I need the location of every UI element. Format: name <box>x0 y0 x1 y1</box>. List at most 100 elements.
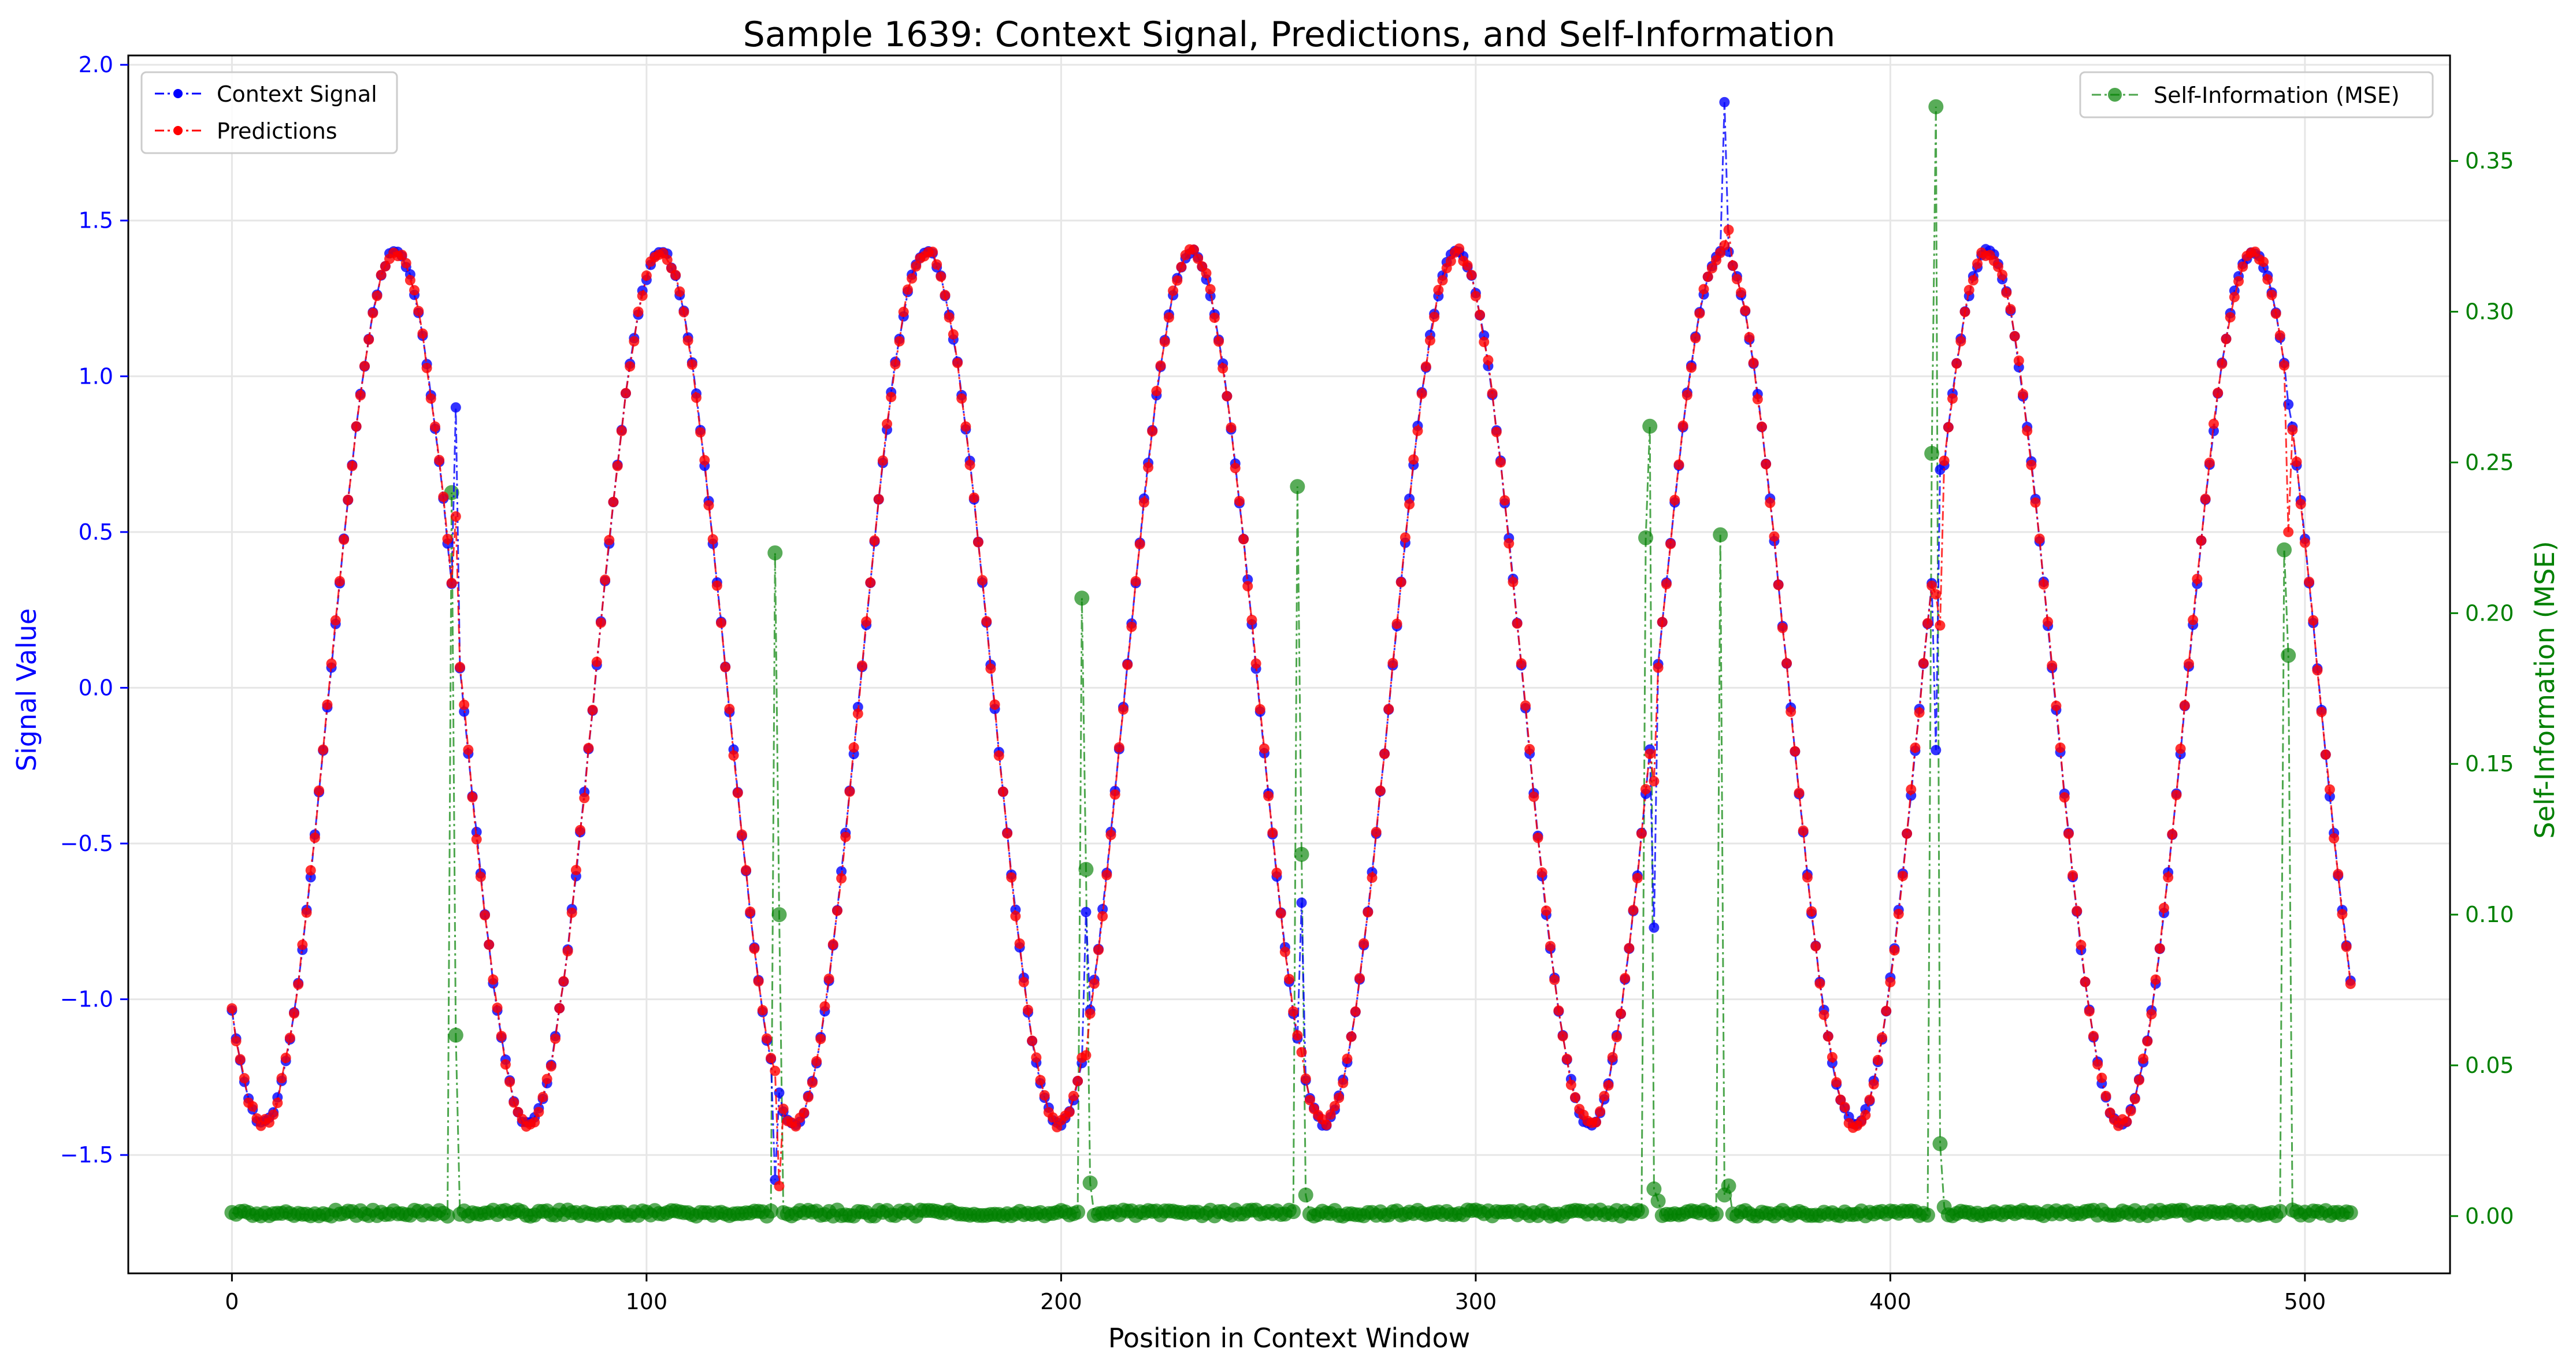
predictions-point <box>1395 577 1406 588</box>
predictions-point <box>1669 495 1680 506</box>
predictions-point <box>882 418 893 429</box>
predictions-point <box>856 660 867 671</box>
predictions-point <box>1794 787 1805 798</box>
predictions-point <box>2188 615 2199 626</box>
predictions-point <box>1346 1031 1357 1042</box>
predictions-point <box>898 306 909 317</box>
predictions-point <box>1731 274 1742 285</box>
context-signal-point <box>1081 906 1092 917</box>
predictions-point <box>778 1104 789 1114</box>
predictions-point <box>1536 867 1547 878</box>
predictions-point <box>2208 418 2219 429</box>
predictions-point <box>2092 1059 2103 1070</box>
predictions-point <box>492 1002 503 1013</box>
y-tick-label: −1.0 <box>60 987 113 1012</box>
predictions-point <box>1761 459 1772 470</box>
predictions-point <box>533 1106 544 1117</box>
predictions-point <box>1462 260 1473 271</box>
predictions-point <box>1325 1109 1336 1120</box>
predictions-point <box>1475 309 1486 320</box>
predictions-point <box>1864 1094 1875 1105</box>
predictions-point <box>1035 1075 1046 1086</box>
predictions-point <box>1918 657 1929 668</box>
predictions-point <box>1773 579 1784 590</box>
predictions-point <box>1230 463 1241 474</box>
context-signal-point <box>450 402 461 413</box>
predictions-point <box>1690 333 1701 344</box>
mse-point <box>2343 1205 2358 1220</box>
predictions-point <box>2038 579 2049 590</box>
predictions-point <box>1358 938 1369 949</box>
predictions-point <box>363 334 374 345</box>
predictions-point <box>368 307 378 318</box>
predictions-point <box>1827 1052 1838 1062</box>
legend-marker-context <box>173 89 183 98</box>
predictions-point <box>682 335 693 346</box>
x-tick-label: 400 <box>1869 1289 1911 1314</box>
predictions-point <box>591 656 602 667</box>
predictions-point <box>1508 577 1519 588</box>
predictions-point <box>711 580 722 591</box>
predictions-point <box>686 359 697 370</box>
predictions-point <box>318 744 329 755</box>
predictions-point <box>376 269 387 280</box>
y-axis-label: Signal Value <box>11 608 42 771</box>
predictions-point <box>2192 574 2203 585</box>
predictions-point <box>1528 792 1539 802</box>
predictions-point <box>1931 589 1942 600</box>
predictions-point <box>753 976 764 987</box>
predictions-point <box>1300 1073 1311 1084</box>
predictions-point <box>301 907 312 918</box>
predictions-point <box>1188 244 1199 255</box>
predictions-point <box>309 833 320 844</box>
mse-point <box>1713 527 1728 543</box>
predictions-point <box>2167 828 2178 839</box>
predictions-point <box>404 275 415 286</box>
predictions-point <box>1002 828 1013 839</box>
predictions-point <box>890 359 901 370</box>
predictions-point <box>2084 1006 2095 1017</box>
predictions-point <box>1246 615 1257 626</box>
predictions-point <box>997 786 1008 797</box>
predictions-point <box>1284 974 1294 984</box>
predictions-point <box>1698 284 1709 295</box>
predictions-point <box>2324 784 2335 795</box>
predictions-point <box>1064 1106 1075 1117</box>
predictions-point <box>840 831 851 842</box>
mse-point <box>1924 445 1940 461</box>
predictions-point <box>1039 1090 1050 1101</box>
predictions-point <box>1354 973 1365 984</box>
mse-point <box>767 545 783 560</box>
predictions-point <box>1636 828 1647 839</box>
predictions-point <box>450 511 461 522</box>
predictions-point <box>1209 312 1220 323</box>
predictions-point <box>907 273 918 284</box>
predictions-point <box>1802 872 1813 883</box>
predictions-point <box>1968 275 1979 286</box>
predictions-point <box>2138 1053 2149 1064</box>
predictions-point <box>1068 1090 1079 1101</box>
predictions-point <box>305 865 316 876</box>
mse-point <box>1074 590 1090 606</box>
predictions-point <box>1756 421 1767 432</box>
axes: 0 100 200 300 400 500 −1.5 −1.0 −0.5 0.0 0.5 1.0 1.5… <box>60 52 2514 1314</box>
legend-label-predictions: Predictions <box>217 118 337 144</box>
predictions-point <box>247 1101 258 1112</box>
predictions-point <box>1027 1035 1038 1046</box>
predictions-point <box>1412 425 1423 436</box>
predictions-point <box>968 492 979 503</box>
predictions-point <box>803 1092 814 1103</box>
predictions-point <box>869 535 880 546</box>
predictions-point <box>322 699 333 710</box>
predictions-point <box>616 425 627 436</box>
predictions-point <box>1653 662 1664 673</box>
y-tick-label: −1.5 <box>60 1142 113 1168</box>
predictions-point <box>1495 457 1506 468</box>
predictions-point <box>587 704 598 715</box>
predictions-point <box>284 1032 295 1043</box>
predictions-point <box>314 785 325 796</box>
predictions-point <box>1877 1032 1888 1043</box>
predictions-point <box>276 1073 287 1084</box>
